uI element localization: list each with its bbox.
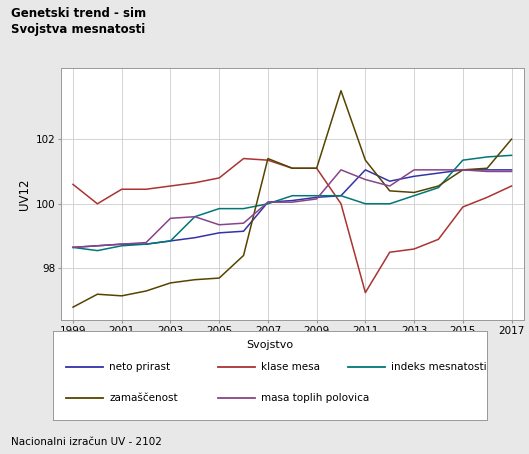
Text: masa toplih polovica: masa toplih polovica — [261, 393, 369, 403]
Text: Svojstvo: Svojstvo — [246, 340, 294, 350]
Text: neto prirast: neto prirast — [110, 362, 170, 372]
Text: Genetski trend - sim: Genetski trend - sim — [11, 7, 145, 20]
Text: klase mesa: klase mesa — [261, 362, 320, 372]
Text: indeks mesnatosti: indeks mesnatosti — [391, 362, 487, 372]
X-axis label: Godina rođenja: Godina rođenja — [247, 340, 338, 353]
Y-axis label: UV12: UV12 — [19, 178, 31, 210]
Text: zamaščenost: zamaščenost — [110, 393, 178, 403]
Text: Nacionalni izračun UV - 2102: Nacionalni izračun UV - 2102 — [11, 437, 161, 447]
Text: Svojstva mesnatosti: Svojstva mesnatosti — [11, 23, 145, 36]
